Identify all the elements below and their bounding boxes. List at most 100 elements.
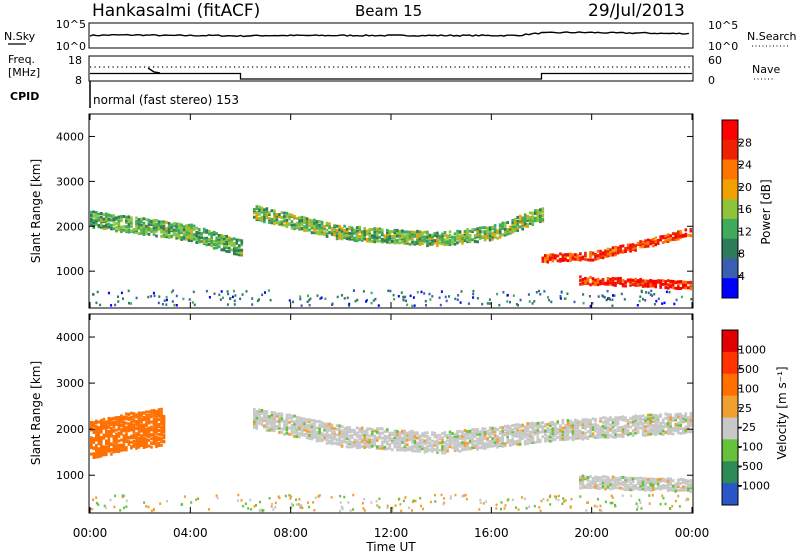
range-gate-cell <box>278 418 281 422</box>
range-gate-cell <box>536 432 540 435</box>
range-gate-cell <box>177 225 181 229</box>
range-gate-cell <box>589 486 592 490</box>
range-gate-cell <box>258 414 261 418</box>
range-gate-cell <box>616 416 620 420</box>
range-gate-cell <box>343 229 346 232</box>
range-gate-cell <box>102 227 106 231</box>
range-gate-cell <box>664 412 667 416</box>
range-gate-cell <box>325 234 329 238</box>
range-gate-cell <box>461 436 464 440</box>
range-gate-cell <box>125 417 128 421</box>
range-gate-cell <box>614 251 617 255</box>
range-gate-cell <box>463 434 467 438</box>
range-gate-cell <box>581 434 585 438</box>
range-gate-cell <box>155 431 158 435</box>
range-gate-cell <box>251 303 254 306</box>
range-gate-cell <box>391 437 394 441</box>
range-gate-cell <box>270 221 274 225</box>
range-gate-cell <box>112 440 116 444</box>
range-gate-cell <box>438 234 442 238</box>
range-gate-cell <box>448 230 452 234</box>
range-gate-cell <box>263 211 266 214</box>
range-gate-cell <box>112 214 116 218</box>
range-gate-cell <box>528 300 531 303</box>
range-gate-cell <box>110 214 113 218</box>
range-gate-cell <box>143 501 146 504</box>
range-gate-cell <box>677 237 680 241</box>
range-gate-cell <box>601 294 604 297</box>
range-gate-cell <box>135 223 138 227</box>
range-gate-cell <box>682 431 685 435</box>
range-gate-cell <box>90 216 93 220</box>
range-gate-cell <box>551 423 555 427</box>
range-gate-cell <box>541 210 545 214</box>
range-gate-cell <box>325 435 329 439</box>
range-gate-cell <box>639 501 642 504</box>
range-gate-cell <box>403 432 407 436</box>
range-gate-cell <box>280 211 284 215</box>
range-gate-cell <box>531 211 535 215</box>
range-gate-cell <box>145 427 148 431</box>
range-gate-cell <box>438 296 441 299</box>
range-gate-cell <box>245 290 248 293</box>
range-gate-cell <box>293 430 296 434</box>
range-gate-cell <box>468 432 472 436</box>
range-gate-cell <box>235 238 239 242</box>
range-gate-cell <box>426 232 429 236</box>
range-gate-cell <box>157 436 161 440</box>
range-gate-cell <box>401 236 404 239</box>
range-gate-cell <box>651 279 655 283</box>
range-gate-cell <box>408 233 412 237</box>
range-gate-cell <box>604 487 607 491</box>
range-gate-cell <box>620 292 623 296</box>
range-gate-cell <box>559 426 562 430</box>
range-gate-cell <box>348 445 351 449</box>
range-gate-cell <box>338 230 341 234</box>
range-gate-cell <box>411 509 413 512</box>
range-gate-cell <box>132 415 136 419</box>
range-gate-cell <box>122 228 126 232</box>
range-gate-cell <box>609 418 612 422</box>
range-gate-cell <box>596 254 600 258</box>
range-gate-cell <box>408 236 412 239</box>
range-gate-cell <box>621 483 625 487</box>
range-gate-cell <box>137 421 141 425</box>
range-gate-cell <box>666 482 670 486</box>
range-gate-cell <box>273 217 276 221</box>
range-gate-cell <box>345 435 349 438</box>
range-gate-cell <box>574 420 577 424</box>
range-gate-cell <box>348 225 351 229</box>
range-gate-cell <box>140 226 143 230</box>
range-gate-cell <box>115 441 118 445</box>
range-gate-cell <box>112 429 116 432</box>
range-gate-cell <box>217 235 221 239</box>
range-gate-cell <box>132 418 136 422</box>
range-gate-cell <box>674 235 677 239</box>
range-gate-cell <box>491 437 494 441</box>
range-gate-cell <box>554 432 557 436</box>
range-gate-cell <box>110 434 113 438</box>
range-gate-cell <box>599 419 602 423</box>
range-gate-cell <box>446 442 449 446</box>
range-gate-cell <box>649 239 652 243</box>
range-gate-cell <box>318 431 321 435</box>
range-gate-cell <box>634 279 637 283</box>
range-gate-cell <box>413 234 417 238</box>
range-gate-cell <box>659 413 662 417</box>
range-gate-cell <box>107 431 111 435</box>
range-gate-cell <box>585 509 588 512</box>
range-gate-cell <box>235 246 239 250</box>
range-gate-cell <box>273 214 276 218</box>
range-gate-cell <box>483 226 487 230</box>
range-gate-cell <box>481 427 484 431</box>
range-gate-cell <box>105 451 108 455</box>
range-gate-cell <box>363 440 366 444</box>
range-gate-cell <box>596 257 600 261</box>
range-gate-cell <box>478 226 482 230</box>
range-gate-cell <box>165 226 168 230</box>
range-gate-cell <box>436 449 439 453</box>
range-gate-cell <box>641 428 645 432</box>
range-gate-cell <box>293 422 296 426</box>
range-gate-cell <box>161 303 164 306</box>
range-gate-cell <box>305 221 309 225</box>
